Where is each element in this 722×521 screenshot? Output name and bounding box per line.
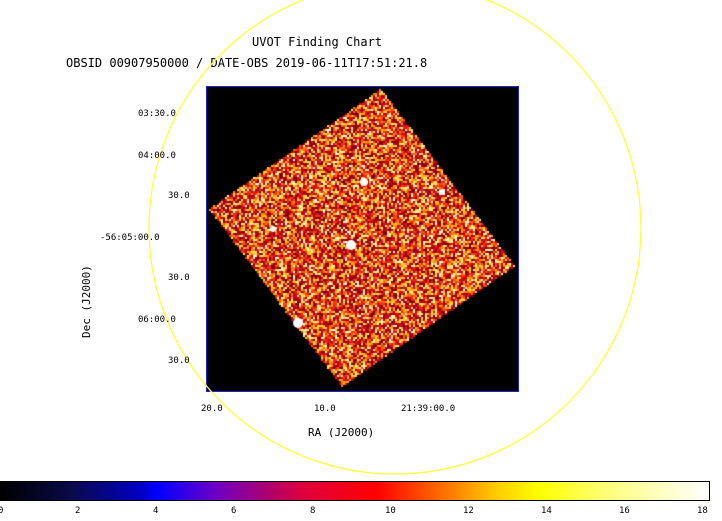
colorbar (0, 481, 710, 501)
colorbar-tick-8: 8 (310, 506, 316, 516)
colorbar-tick-2: 2 (75, 506, 81, 516)
dec-tick-1: 03:30.0 (138, 109, 176, 119)
ra-tick-2: 10.0 (314, 404, 336, 414)
y-axis-label: Dec (J2000) (80, 265, 93, 338)
field-circle (148, 0, 642, 475)
colorbar-tick-14: 14 (541, 506, 552, 516)
sky-image (206, 86, 519, 392)
colorbar-tick-10: 10 (385, 506, 396, 516)
dec-tick-6: 06:00.0 (138, 315, 176, 325)
colorbar-tick-4: 4 (153, 506, 159, 516)
colorbar-tick-0: 0 (0, 506, 4, 516)
colorbar-tick-18: 18 (697, 506, 708, 516)
ra-tick-3: 21:39:00.0 (401, 404, 456, 414)
chart-subtitle: OBSID 00907950000 / DATE-OBS 2019-06-11T… (66, 56, 428, 70)
dec-tick-2: 04:00.0 (138, 151, 176, 161)
chart-title: UVOT Finding Chart (252, 35, 383, 49)
dec-tick-3: 30.0 (168, 191, 190, 201)
colorbar-tick-16: 16 (619, 506, 630, 516)
dec-tick-7: 30.0 (168, 356, 190, 366)
ra-tick-1: 20.0 (201, 404, 223, 414)
x-axis-label: RA (J2000) (308, 426, 375, 439)
dec-tick-4: -56:05:00.0 (100, 233, 160, 243)
colorbar-tick-12: 12 (463, 506, 474, 516)
dec-tick-5: 30.0 (168, 273, 190, 283)
colorbar-tick-6: 6 (231, 506, 237, 516)
